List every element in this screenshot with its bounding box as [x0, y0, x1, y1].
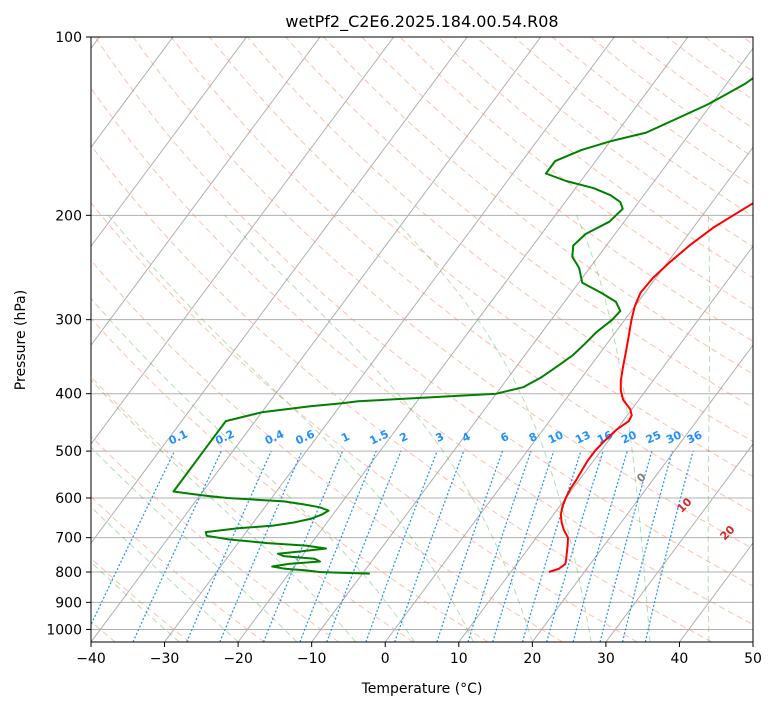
x-axis-ticks: −40 −30 −20 −10 0 10 20 30 40 50: [76, 642, 762, 667]
mixing-ratio-line: [467, 450, 532, 642]
mixing-ratio-line: [436, 450, 504, 642]
dry-adiabat-line: [209, 37, 753, 478]
moist-adiabat-line: [707, 215, 711, 642]
mixing-ratio-line: [546, 450, 604, 642]
isotherm-line: [91, 37, 395, 445]
mixing-ratio-line: [492, 450, 555, 642]
isotherm-line: [237, 37, 689, 642]
x-tick-label: 20: [523, 651, 541, 667]
mixing-ratio-line: [326, 450, 402, 642]
dry-adiabat-line: [91, 259, 563, 642]
y-tick-label: 300: [55, 313, 82, 329]
mixing-ratio-label: 25: [644, 428, 663, 446]
x-tick-label: −30: [150, 651, 180, 667]
x-tick-label: −40: [76, 651, 106, 667]
isotherm-line: [91, 37, 247, 248]
moist-adiabat-line: [91, 446, 298, 642]
y-tick-label: 700: [55, 531, 82, 547]
moist-adiabat-line: [389, 214, 592, 642]
x-tick-label: 30: [597, 651, 615, 667]
dry-adiabat-line: [91, 144, 713, 642]
isotherm-line: [605, 443, 753, 642]
mixing-ratio-label: 30: [664, 428, 684, 446]
x-tick-label: 40: [671, 651, 689, 667]
chart-title: wetPf2_C2E6.2025.184.00.54.R08: [285, 12, 558, 32]
moist-adiabat-line: [91, 297, 416, 642]
dry-adiabats: [91, 37, 753, 642]
dry-adiabat-line: [132, 37, 753, 550]
mixing-ratio-line: [299, 450, 377, 642]
moist-adiabats: [91, 214, 711, 642]
mixing-ratio-line: [622, 450, 673, 642]
isotherm-line: [311, 47, 753, 642]
dry-adiabat-line: [91, 201, 638, 642]
dry-adiabat-line: [399, 37, 753, 310]
dry-adiabat-line: [247, 37, 753, 443]
sounding-profiles: [172, 76, 753, 575]
plot-frame: [90, 36, 754, 643]
mixing-ratio-line: [186, 450, 272, 642]
moist-adiabat-line: [91, 506, 239, 642]
y-tick-label: 100: [55, 30, 82, 46]
mixing-ratio-line: [599, 450, 653, 642]
isotherm-line: [458, 245, 753, 642]
mixing-ratio-line: [572, 450, 628, 642]
moist-adiabat-line: [575, 215, 651, 642]
mixing-ratio-label: 20: [619, 428, 639, 446]
mixing-ratio-label: 36: [685, 428, 705, 446]
y-axis-label: Pressure (hPa): [13, 290, 29, 390]
skewed-isotherms: [91, 37, 753, 642]
dry-adiabat-line: [94, 37, 753, 587]
dry-adiabat-line: [91, 376, 414, 642]
y-tick-label: 800: [55, 565, 82, 581]
x-axis-label: Temperature (°C): [361, 681, 483, 697]
mixing-ratio-line: [365, 450, 438, 642]
mixing-ratio-lines: [91, 450, 694, 642]
y-tick-label: 600: [55, 491, 82, 507]
isotherm-line: [384, 146, 753, 642]
mixing-ratio-line: [644, 450, 694, 642]
mixing-ratio-label: 16: [595, 428, 615, 446]
y-tick-label: 900: [55, 595, 82, 611]
moist-adiabat-line: [224, 214, 533, 642]
isotherm-line: [91, 37, 542, 642]
mixing-ratio-line: [394, 450, 465, 642]
dry-adiabat-line: [170, 37, 753, 513]
isotherm-line: [91, 37, 174, 149]
y-tick-label: 1000: [46, 622, 82, 638]
x-tick-label: 50: [744, 651, 762, 667]
x-tick-label: 10: [450, 651, 468, 667]
mixing-ratio-line: [132, 450, 222, 642]
mixing-ratio-label: 10: [546, 428, 566, 446]
moist-adiabat-line: [108, 214, 474, 642]
pressure-gridlines: [91, 37, 753, 630]
dry-adiabat-line: [361, 37, 753, 342]
y-tick-label: 500: [55, 444, 82, 460]
isotherm-line: [531, 344, 753, 642]
x-tick-label: −10: [297, 651, 327, 667]
plot-background: [91, 37, 753, 642]
mixing-ratio-label: 13: [573, 428, 592, 446]
y-tick-label: 200: [55, 208, 82, 224]
x-tick-label: −20: [223, 651, 253, 667]
mixing-ratio-line: [219, 450, 303, 642]
temperature-profile-line: [548, 202, 753, 573]
mixing-ratio-line: [521, 450, 582, 642]
moist-adiabat-line: [91, 379, 357, 642]
y-tick-label: 400: [55, 387, 82, 403]
x-tick-label: 0: [381, 651, 390, 667]
isotherm-line: [91, 37, 468, 544]
dewpoint-profile-line: [172, 76, 753, 575]
plot-area: -100-90-80-70-60-50-40-30-20-100.10.20.4…: [91, 37, 753, 642]
dry-adiabat-line: [91, 87, 753, 626]
y-axis-ticks: 100 200 300 400 500 600 700 800 900 1000: [46, 30, 91, 638]
isotherm-line: [91, 37, 321, 347]
